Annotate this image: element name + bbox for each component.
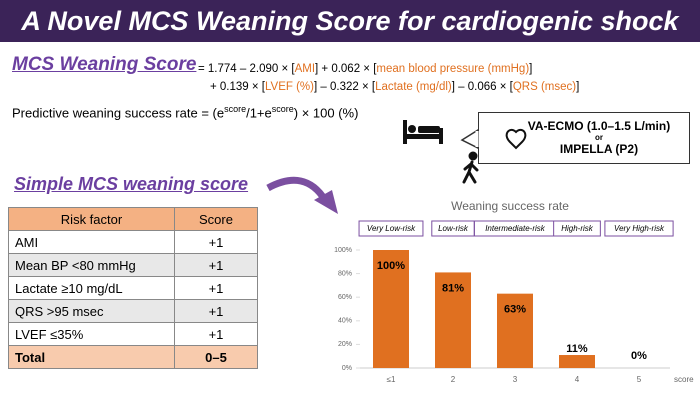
cell: AMI — [8, 230, 175, 254]
value-label: 81% — [442, 282, 464, 294]
header-cell: Score — [174, 207, 258, 231]
y-tick-label: 80% — [338, 270, 352, 277]
support-text: VA-ECMO (1.0–1.5 L/min) — [527, 119, 671, 133]
x-tick-label: 4 — [575, 375, 580, 384]
chart: Weaning success rate 0%20%40%60%80%100%s… — [334, 199, 694, 384]
formula-text: ] – 0.322 × [ — [314, 81, 376, 93]
risk-label: Intermediate-risk — [485, 224, 546, 233]
y-tick-label: 20% — [338, 341, 352, 348]
table-row: Mean BP <80 mmHg +1 — [8, 253, 258, 277]
risk-box — [553, 220, 601, 237]
y-tick-label: 100% — [334, 247, 352, 254]
value-label: 0% — [631, 350, 647, 362]
total-row: Total 0–5 — [8, 345, 258, 369]
superscript: score — [224, 104, 247, 114]
header-cell: Risk factor — [8, 207, 175, 231]
arrow — [266, 176, 328, 202]
prediction-text: Predictive weaning success rate = (e — [12, 105, 225, 121]
risk-box — [604, 220, 674, 237]
y-tick-label: 60% — [338, 294, 352, 301]
x-tick-label: 5 — [637, 375, 642, 384]
table-row: Lactate ≥10 mg/dL +1 — [8, 276, 258, 300]
y-tick-label: 40% — [338, 318, 352, 325]
bed-icon — [403, 120, 443, 144]
risk-box — [358, 220, 424, 237]
table-row: AMI +1 — [8, 230, 258, 254]
cell: 0–5 — [174, 345, 258, 369]
x-tick-label: 2 — [451, 375, 456, 384]
risk-label: Very Low-risk — [367, 224, 416, 233]
cell: Mean BP <80 mmHg — [8, 253, 175, 277]
formula-term: Lactate (mg/dl) — [375, 81, 452, 93]
formula-line: = 1.774 – 2.090 × [AMI] + 0.062 × [mean … — [198, 63, 532, 75]
cell: QRS >95 msec — [8, 299, 175, 323]
prediction: Predictive weaning success rate = (escor… — [12, 104, 358, 120]
chart-title: Weaning success rate — [451, 199, 569, 213]
value-label: 100% — [377, 260, 405, 272]
superscript: score — [271, 104, 294, 114]
formula-term: LVEF (%) — [265, 81, 314, 93]
cell: +1 — [174, 322, 258, 346]
risk-label: High-risk — [561, 224, 594, 233]
cell: Total — [8, 345, 175, 369]
formula-line: + 0.139 × [LVEF (%)] – 0.322 × [Lactate … — [210, 81, 579, 93]
support-text: or — [595, 133, 603, 142]
prediction-text: ) × 100 (%) — [293, 105, 359, 121]
cell: +1 — [174, 253, 258, 277]
cell: Lactate ≥10 mg/dL — [8, 276, 175, 300]
formula-term: AMI — [294, 63, 316, 75]
table-row: LVEF ≤35% +1 — [8, 322, 258, 346]
cell: LVEF ≤35% — [8, 322, 175, 346]
formula-text: ] + 0.062 × [ — [315, 63, 377, 75]
bar — [497, 293, 533, 368]
formula-label: MCS Weaning Score — [12, 54, 197, 75]
arrow — [314, 190, 338, 214]
score-table: Risk factor Score AMI +1 Mean BP <80 mmHg +1 L… — [8, 207, 258, 369]
value-label: 63% — [504, 304, 526, 316]
table-row: QRS >95 msec +1 — [8, 299, 258, 323]
heart-icon — [505, 128, 527, 150]
formula-text: ] — [576, 81, 580, 93]
x-tick-label: 3 — [513, 375, 518, 384]
bar — [373, 250, 409, 368]
prediction-text: /1+e — [246, 105, 272, 121]
support-text: IMPELLA (P2) — [559, 142, 639, 156]
formula-term: mean blood pressure (mmHg) — [376, 63, 530, 75]
risk-label: Low-risk — [438, 224, 469, 233]
x-axis-label: score — [674, 375, 694, 384]
y-tick-label: 0% — [342, 365, 352, 372]
formula-text: = 1.774 – 2.090 × [ — [198, 63, 295, 75]
callout: VA-ECMO (1.0–1.5 L/min) or IMPELLA (P2) — [478, 112, 690, 164]
simple-score-title: Simple MCS weaning score — [14, 174, 249, 194]
walk-icon — [462, 151, 479, 184]
bar — [435, 272, 471, 368]
cell: +1 — [174, 299, 258, 323]
value-label: 11% — [566, 343, 588, 355]
table-header: Risk factor Score — [8, 207, 258, 231]
risk-label: Very High-risk — [614, 224, 665, 233]
bar — [559, 355, 595, 368]
title: A Novel MCS Weaning Score for cardiogeni… — [0, 0, 700, 42]
formula-text: ] — [529, 63, 533, 75]
formula-text: ] – 0.066 × [ — [451, 81, 513, 93]
formula-term: QRS (msec) — [512, 81, 577, 93]
x-tick-label: ≤1 — [387, 375, 396, 384]
formula-text: + 0.139 × [ — [210, 81, 265, 93]
cell: +1 — [174, 230, 258, 254]
cell: +1 — [174, 276, 258, 300]
